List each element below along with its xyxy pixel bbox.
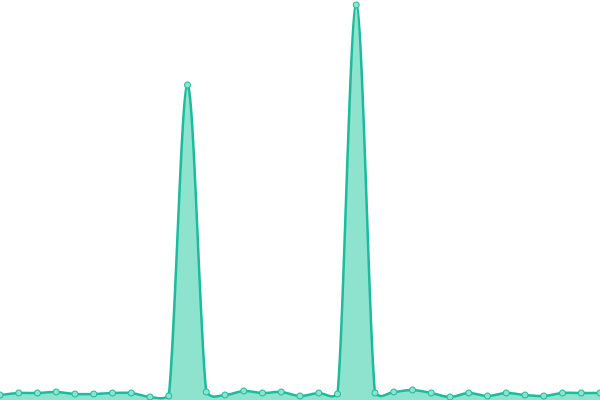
- point: [71, 390, 79, 398]
- point: [577, 389, 585, 397]
- point: [502, 389, 510, 397]
- area-line: [0, 3, 600, 400]
- point: [521, 391, 529, 399]
- point: [34, 389, 41, 397]
- point: [0, 391, 4, 399]
- point: [259, 389, 266, 397]
- point: [446, 393, 454, 400]
- point: [90, 390, 98, 398]
- point: [596, 389, 600, 397]
- point: [427, 389, 435, 397]
- point: [315, 389, 323, 397]
- area-fill: [0, 4, 600, 400]
- point: [221, 391, 229, 399]
- point: [484, 392, 491, 400]
- point: [559, 389, 566, 397]
- point: [52, 388, 60, 396]
- point: [334, 390, 341, 398]
- point: [109, 389, 116, 397]
- point: [240, 387, 248, 395]
- point: [409, 386, 416, 394]
- point: [352, 1, 360, 9]
- point: [165, 392, 173, 400]
- point: [465, 389, 473, 397]
- point: [277, 388, 285, 396]
- point: [15, 389, 23, 397]
- point: [184, 81, 191, 89]
- point: [390, 388, 398, 396]
- point: [540, 392, 548, 400]
- point: [146, 393, 154, 400]
- point: [371, 389, 379, 397]
- point: [127, 389, 135, 397]
- point: [202, 388, 210, 396]
- point: [296, 392, 304, 400]
